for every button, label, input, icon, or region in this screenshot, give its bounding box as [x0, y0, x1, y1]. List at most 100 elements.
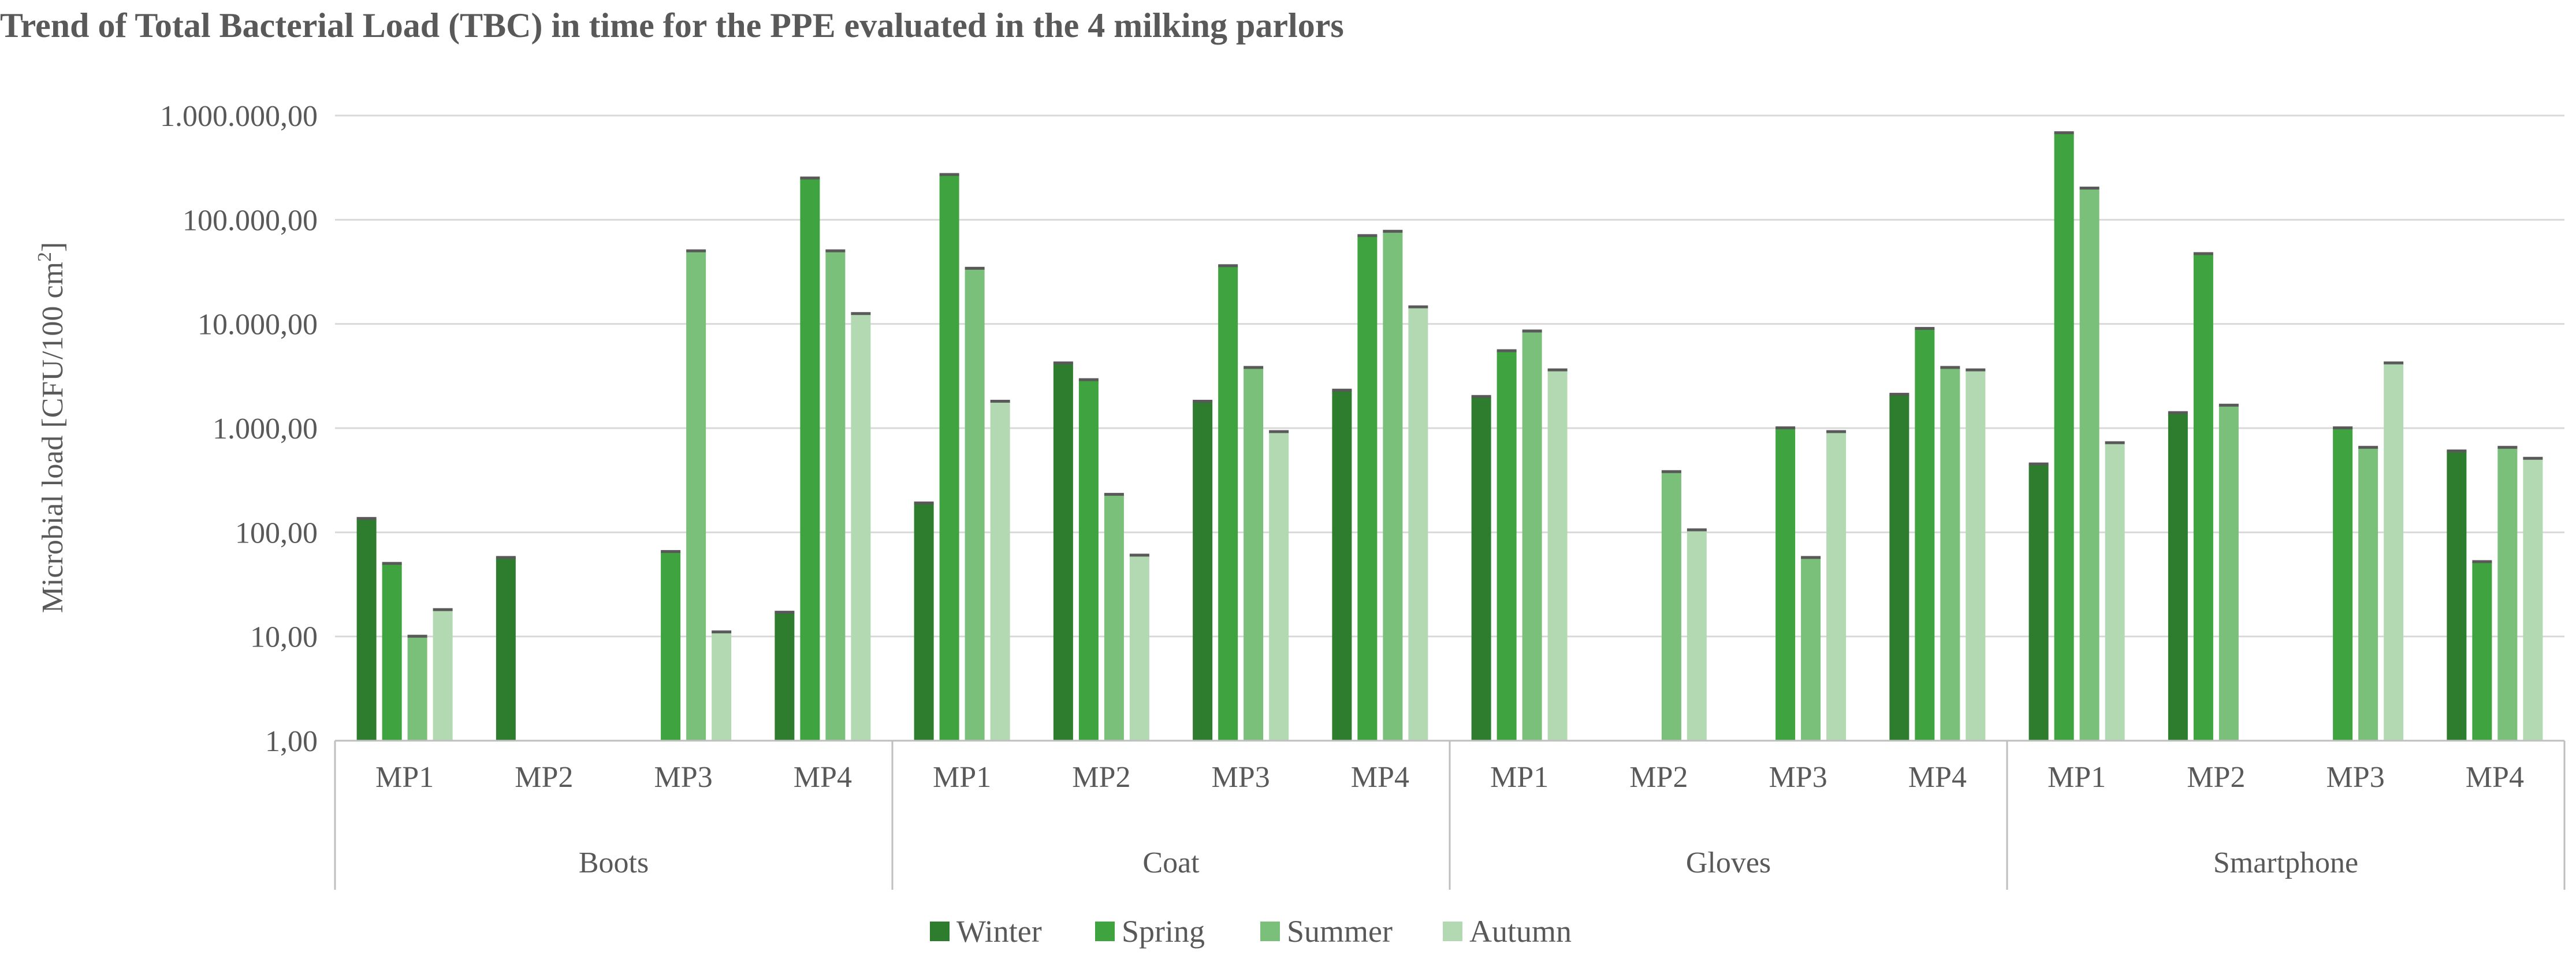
- bar-cap: [1269, 430, 1289, 433]
- bar-cap: [2028, 462, 2049, 466]
- bar-smartphone-mp1-winter: [2028, 464, 2049, 741]
- x-group-label: Coat: [1142, 846, 1200, 879]
- bar-cap: [712, 630, 732, 634]
- bar-gloves-mp1-winter: [1471, 396, 1491, 741]
- bar-coat-mp3-autumn: [1269, 432, 1289, 741]
- bar-boots-mp3-autumn: [712, 632, 732, 741]
- legend: Winter Spring Summer Autumn: [930, 914, 1572, 949]
- x-category-label: MP3: [1212, 761, 1270, 794]
- y-tick-label: 1.000,00: [213, 413, 318, 445]
- bar-cap: [356, 517, 377, 520]
- legend-label-spring: Spring: [1122, 914, 1205, 949]
- bar-coat-mp3-spring: [1218, 266, 1238, 741]
- bar-smartphone-mp3-spring: [2333, 428, 2353, 741]
- bar-cap: [800, 176, 820, 180]
- bar-coat-mp4-spring: [1357, 236, 1378, 741]
- legend-swatch-summer: [1260, 922, 1280, 941]
- bar-smartphone-mp1-spring: [2054, 133, 2074, 741]
- bar-cap: [914, 501, 934, 505]
- legend-label-summer: Summer: [1287, 914, 1393, 949]
- x-category-label: MP4: [2466, 761, 2524, 794]
- legend-swatch-winter: [930, 922, 950, 941]
- bar-cap: [1775, 426, 1796, 429]
- bar-cap: [1357, 234, 1378, 237]
- bar-cap: [2079, 187, 2099, 190]
- bar-cap: [990, 399, 1010, 403]
- bar-gloves-mp3-spring: [1775, 428, 1796, 741]
- y-tick-label: 100,00: [235, 517, 318, 549]
- legend-label-autumn: Autumn: [1469, 914, 1572, 949]
- y-axis-title-sup: 2: [34, 252, 55, 262]
- bar-coat-mp1-autumn: [990, 401, 1010, 741]
- bar-cap: [496, 556, 516, 559]
- bar-boots-mp1-winter: [356, 518, 377, 741]
- bar-smartphone-mp2-summer: [2218, 405, 2239, 741]
- bar-cap: [1965, 368, 1986, 372]
- x-axis: MP1 MP2 MP3 MP4 Boots MP1 MP2 MP3 MP4 Coat MP1 MP2 M…: [334, 740, 2566, 890]
- x-category-label: MP3: [2326, 761, 2385, 794]
- bar-cap: [1547, 368, 1568, 372]
- bar-boots-mp1-summer: [407, 636, 427, 741]
- bar-cap: [2193, 252, 2213, 255]
- bar-cap: [2523, 456, 2543, 460]
- bar-cap: [939, 173, 959, 176]
- bar-gloves-mp1-autumn: [1547, 370, 1568, 741]
- bar-smartphone-mp3-summer: [2358, 447, 2378, 741]
- bar-cap: [661, 550, 681, 553]
- x-category-label: MP1: [1490, 761, 1548, 794]
- x-category-label: MP4: [1351, 761, 1409, 794]
- bar-cap: [1661, 470, 1681, 473]
- x-group-label: Gloves: [1686, 846, 1771, 879]
- y-tick-labels: 1,00 10,00 100,00 1.000,00 10.000,00 100.000,…: [160, 100, 318, 758]
- bar-boots-mp1-autumn: [433, 610, 453, 741]
- bar-smartphone-mp2-winter: [2168, 413, 2188, 741]
- bar-gloves-mp2-summer: [1661, 471, 1681, 741]
- bar-smartphone-mp3-autumn: [2384, 363, 2404, 741]
- chart-title: Trend of Total Bacterial Load (TBC) in t…: [0, 6, 1344, 44]
- y-axis-title: Microbial load [CFU/100 cm2]: [34, 242, 69, 613]
- bar-boots-mp4-autumn: [851, 314, 871, 741]
- bar-cap: [1801, 556, 1821, 559]
- bar-boots-mp3-summer: [686, 251, 706, 741]
- bar-smartphone-mp2-spring: [2193, 254, 2213, 741]
- bar-coat-mp1-spring: [939, 174, 959, 741]
- bar-coat-mp4-winter: [1332, 390, 1352, 741]
- bar-coat-mp4-summer: [1383, 231, 1403, 741]
- bar-gloves-mp1-spring: [1497, 351, 1517, 741]
- y-tick-label: 100.000,00: [183, 204, 318, 237]
- bar-cap: [1471, 395, 1491, 398]
- bar-coat-mp2-autumn: [1129, 555, 1149, 741]
- bar-boots-mp1-spring: [382, 563, 402, 741]
- bar-cap: [965, 266, 985, 270]
- bar-cap: [1687, 528, 1707, 532]
- bar-cap: [2358, 445, 2378, 449]
- bar-gloves-mp3-summer: [1801, 558, 1821, 741]
- bar-cap: [2168, 411, 2188, 414]
- x-category-label: MP2: [1629, 761, 1688, 794]
- y-axis-title-main: Microbial load [CFU/100 cm: [36, 262, 69, 613]
- bar-gloves-mp4-summer: [1940, 367, 1960, 741]
- x-category-label: MP4: [1908, 761, 1967, 794]
- bar-coat-mp1-winter: [914, 503, 934, 741]
- bar-cap: [2333, 426, 2353, 429]
- bar-gloves-mp3-autumn: [1826, 432, 1847, 741]
- bar-boots-mp4-winter: [775, 612, 795, 741]
- bar-cap: [433, 608, 453, 611]
- bar-cap: [2384, 361, 2404, 365]
- bar-cap: [825, 249, 846, 252]
- y-tick-label: 10,00: [250, 621, 318, 654]
- bar-boots-mp4-summer: [825, 251, 846, 741]
- x-category-label: MP3: [654, 761, 713, 794]
- bar-cap: [1889, 392, 1909, 396]
- bar-cap: [1915, 326, 1935, 330]
- bar-cap: [1332, 388, 1352, 392]
- bar-smartphone-mp4-autumn: [2523, 458, 2543, 741]
- bar-cap: [1383, 229, 1403, 233]
- bars: [356, 131, 2543, 741]
- x-group-label: Smartphone: [2213, 846, 2358, 879]
- bar-cap: [1053, 361, 1073, 365]
- x-category-label: MP1: [2048, 761, 2106, 794]
- bar-cap: [775, 611, 795, 614]
- bar-coat-mp2-spring: [1078, 380, 1099, 741]
- x-category-label: MP1: [375, 761, 434, 794]
